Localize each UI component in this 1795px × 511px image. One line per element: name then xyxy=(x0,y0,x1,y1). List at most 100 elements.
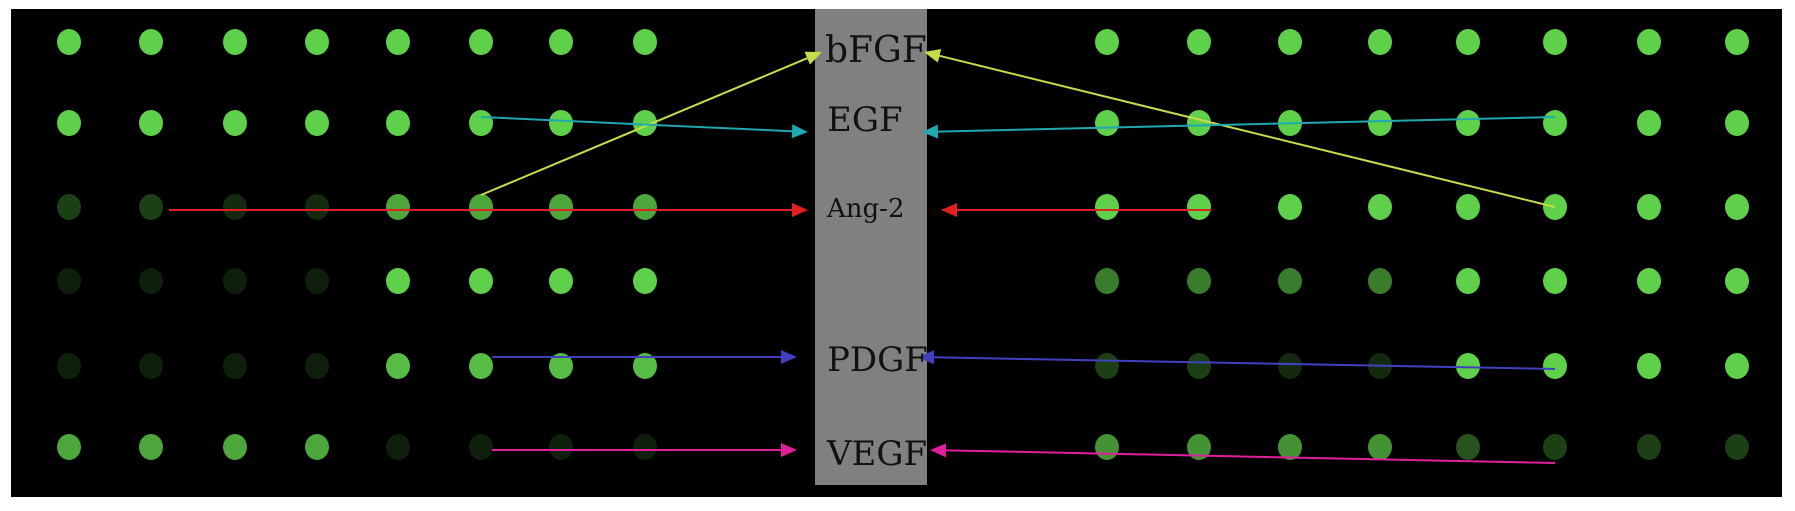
array-spots xyxy=(57,29,1749,460)
bfgf-arrow xyxy=(924,49,1556,208)
right-spot xyxy=(1725,110,1749,136)
right-spot xyxy=(1637,268,1661,294)
left-spot xyxy=(633,353,657,379)
right-spot xyxy=(1095,110,1119,136)
left-spot xyxy=(305,194,329,220)
right-spot xyxy=(1095,268,1119,294)
right-spot xyxy=(1187,268,1211,294)
left-spot xyxy=(223,268,247,294)
center-label-band xyxy=(815,9,927,485)
right-spot xyxy=(1725,268,1749,294)
label-bfgf: bFGF xyxy=(825,30,927,71)
right-spot xyxy=(1725,434,1749,460)
left-spot xyxy=(305,268,329,294)
right-spot xyxy=(1368,434,1392,460)
pdgf-arrow xyxy=(918,350,1556,370)
right-spot xyxy=(1095,353,1119,379)
right-spot xyxy=(1368,29,1392,55)
left-spot xyxy=(386,268,410,294)
right-spot xyxy=(1278,434,1302,460)
right-spot xyxy=(1637,110,1661,136)
left-spot xyxy=(549,353,573,379)
right-spot xyxy=(1543,434,1567,460)
ang-2-arrow xyxy=(941,203,1211,217)
left-spot xyxy=(305,29,329,55)
label-vegf: VEGF xyxy=(826,434,927,474)
right-spot xyxy=(1543,29,1567,55)
left-spot xyxy=(386,110,410,136)
left-spot xyxy=(386,434,410,460)
left-spot xyxy=(223,353,247,379)
egf-arrow xyxy=(480,116,808,139)
right-spot xyxy=(1456,353,1480,379)
vegf-arrow xyxy=(930,443,1556,464)
right-spot xyxy=(1278,268,1302,294)
left-spot xyxy=(57,353,81,379)
left-spot xyxy=(549,110,573,136)
left-spot xyxy=(139,29,163,55)
right-spot xyxy=(1368,194,1392,220)
left-spot xyxy=(223,434,247,460)
left-spot xyxy=(469,268,493,294)
egf-arrow xyxy=(922,116,1556,139)
right-spot xyxy=(1187,353,1211,379)
right-spot xyxy=(1187,434,1211,460)
left-spot xyxy=(139,434,163,460)
right-spot xyxy=(1637,29,1661,55)
left-spot xyxy=(469,194,493,220)
left-spot xyxy=(469,353,493,379)
left-spot xyxy=(139,110,163,136)
right-spot xyxy=(1543,110,1567,136)
pdgf-arrow xyxy=(492,350,797,364)
left-spot xyxy=(139,353,163,379)
left-spot xyxy=(305,434,329,460)
right-spot xyxy=(1095,194,1119,220)
right-spot xyxy=(1187,110,1211,136)
left-spot xyxy=(139,194,163,220)
right-spot xyxy=(1187,29,1211,55)
left-spot xyxy=(139,268,163,294)
right-spot xyxy=(1278,29,1302,55)
left-spot xyxy=(57,29,81,55)
right-spot xyxy=(1725,353,1749,379)
right-spot xyxy=(1637,194,1661,220)
label-pdgf: PDGF xyxy=(827,340,928,380)
left-spot xyxy=(57,268,81,294)
left-spot xyxy=(305,353,329,379)
left-spot xyxy=(223,194,247,220)
left-spot xyxy=(549,268,573,294)
left-spot xyxy=(223,29,247,55)
right-spot xyxy=(1725,194,1749,220)
right-spot xyxy=(1456,194,1480,220)
right-spot xyxy=(1456,434,1480,460)
right-spot xyxy=(1187,194,1211,220)
left-spot xyxy=(386,353,410,379)
left-spot xyxy=(57,434,81,460)
right-spot xyxy=(1278,353,1302,379)
right-spot xyxy=(1543,353,1567,379)
right-spot xyxy=(1095,29,1119,55)
left-spot xyxy=(223,110,247,136)
right-spot xyxy=(1368,110,1392,136)
left-spot xyxy=(469,434,493,460)
right-spot xyxy=(1368,268,1392,294)
left-spot xyxy=(469,110,493,136)
right-spot xyxy=(1637,353,1661,379)
left-spot xyxy=(386,194,410,220)
left-spot xyxy=(633,29,657,55)
left-spot xyxy=(305,110,329,136)
left-spot xyxy=(633,268,657,294)
right-spot xyxy=(1456,110,1480,136)
right-spot xyxy=(1637,434,1661,460)
left-spot xyxy=(57,110,81,136)
right-spot xyxy=(1278,194,1302,220)
left-spot xyxy=(633,434,657,460)
left-spot xyxy=(633,194,657,220)
ang-2-arrow xyxy=(169,203,808,217)
left-spot xyxy=(549,29,573,55)
right-spot xyxy=(1456,268,1480,294)
right-spot xyxy=(1725,29,1749,55)
vegf-arrow xyxy=(492,443,797,457)
label-egf: EGF xyxy=(827,100,903,140)
